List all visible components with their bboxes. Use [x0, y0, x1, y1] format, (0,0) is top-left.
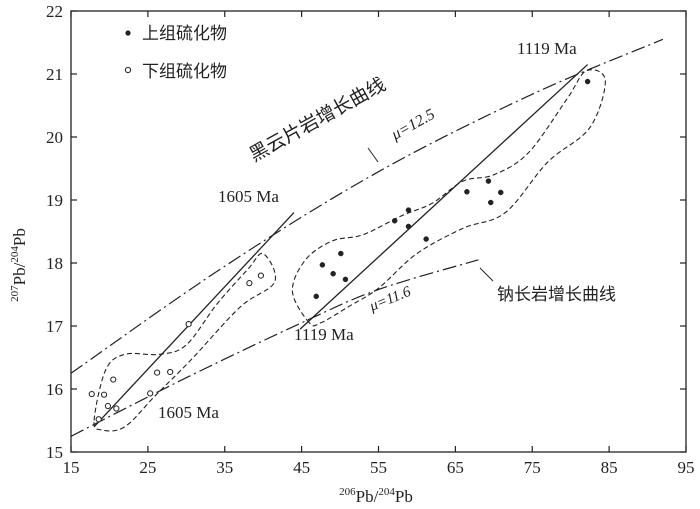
y-tick-label: 15 [46, 443, 63, 462]
upper-sulfide-point [405, 207, 412, 213]
lower-sulfide-point [95, 416, 102, 423]
legend-label-upper: 上组硫化物 [142, 24, 227, 44]
legend-marker-upper [125, 30, 131, 36]
lower-sulfide-point [185, 321, 192, 328]
lower-sulfide-point [167, 368, 174, 376]
upper-sulfide-point [464, 189, 470, 195]
upper-sulfide-point [584, 78, 591, 85]
albitite-growth-curve [70, 259, 479, 437]
x-tick-label: 75 [524, 458, 541, 477]
age-1605-lower-label: 1605 Ma [158, 403, 219, 422]
y-tick-label: 16 [46, 380, 63, 399]
upper-sulfide-point [423, 236, 429, 242]
x-tick-label: 85 [601, 458, 618, 477]
x-tick-label: 95 [678, 458, 695, 477]
lower-sulfide-point [113, 405, 120, 412]
upper-sulfide-point [330, 270, 336, 277]
upper-sulfide-point [497, 189, 504, 196]
mu-upper-label: μ=12.5 [388, 106, 438, 144]
curve-overlays [70, 38, 664, 437]
lower-sulfide-point [257, 272, 264, 279]
upper-sulfide-point [405, 223, 412, 230]
lower-sulfide-point [110, 376, 117, 383]
legend: 上组硫化物 下组硫化物 [124, 24, 227, 82]
x-tick-label: 15 [63, 458, 80, 477]
lower-sulfide-point [100, 391, 108, 398]
data-points [88, 78, 591, 423]
age-1119-upper-label: 1119 Ma [517, 39, 577, 58]
upper-group-envelope [291, 69, 606, 327]
lower-sulfide-point [154, 369, 161, 376]
age-1119-lower-label: 1119 Ma [294, 325, 354, 344]
isochron-upper-group [299, 64, 589, 330]
y-tick-label: 21 [46, 65, 63, 84]
albitite-curve-label: 钠长岩增长曲线 [497, 285, 616, 305]
x-tick-label: 35 [216, 458, 233, 477]
legend-marker-lower [124, 66, 132, 74]
lower-sulfide-point [104, 402, 112, 410]
y-tick-label: 18 [46, 254, 63, 273]
upper-sulfide-point [391, 218, 398, 224]
lower-sulfide-point [88, 390, 95, 398]
lower-group-envelope [93, 252, 277, 432]
mu-lower-label: μ=11.6 [367, 284, 414, 315]
biotite-schist-curve-label: 黑云片岩增长曲线 [246, 73, 390, 166]
upper-sulfide-point [487, 199, 494, 206]
y-tick-label: 19 [46, 191, 63, 210]
lower-sulfide-point [147, 390, 154, 397]
biotite-schist-growth-curve [70, 38, 664, 374]
age-1605-upper-label: 1605 Ma [218, 187, 279, 206]
x-tick-label: 65 [447, 458, 464, 477]
isochron-lower-group [93, 212, 295, 428]
y-tick-label: 20 [46, 128, 63, 147]
x-tick-label: 25 [139, 458, 156, 477]
mu-lower-pointer [479, 267, 494, 282]
upper-sulfide-point [485, 178, 492, 184]
upper-sulfide-point [338, 250, 344, 257]
lower-sulfide-point [246, 280, 253, 287]
mu-upper-pointer [367, 147, 379, 163]
x-axis-title: 206Pb/204Pb [339, 486, 413, 506]
upper-sulfide-point [342, 276, 349, 283]
x-tick-label: 45 [293, 458, 310, 477]
x-tick-label: 55 [370, 458, 387, 477]
plot-area: 15 25 35 45 55 65 75 85 95 15 16 17 18 19 20 21 22 [46, 2, 695, 477]
y-tick-label: 17 [46, 317, 64, 336]
y-tick-label: 22 [46, 2, 63, 21]
y-axis-title: 207Pb/204Pb [9, 228, 29, 302]
upper-sulfide-point [313, 293, 319, 300]
legend-label-lower: 下组硫化物 [142, 62, 227, 82]
upper-sulfide-point [319, 262, 326, 268]
